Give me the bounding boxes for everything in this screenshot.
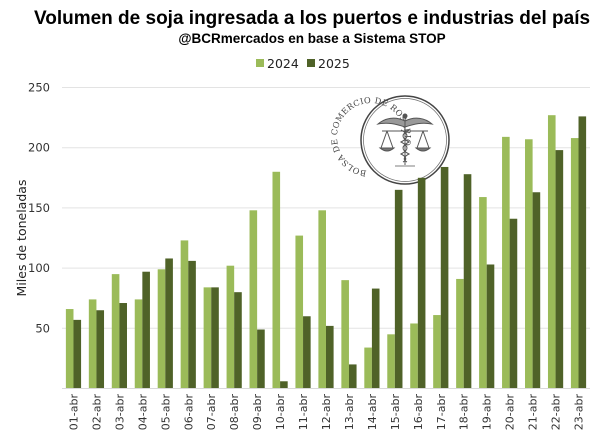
legend-label-2024: 2024 [267, 56, 299, 71]
bar-2025-16-abr [417, 177, 426, 389]
bar-2025-22-abr [555, 150, 564, 389]
y-tick-label: 200 [28, 141, 50, 155]
bar-2025-08-abr [234, 292, 242, 389]
x-tick-label: 23-abr [573, 394, 586, 431]
x-tick-label: 20-abr [504, 394, 517, 431]
bar-2024-04-abr [134, 299, 143, 389]
x-tick-label: 22-abr [550, 394, 563, 431]
bar-2024-05-abr [157, 269, 166, 389]
x-tick-label: 13-abr [343, 394, 356, 431]
x-tick-label: 09-abr [251, 394, 264, 431]
legend: 2024 2025 [256, 56, 350, 71]
bar-2024-16-abr [410, 323, 418, 389]
bar-2024-10-abr [272, 171, 281, 389]
x-tick-label: 16-abr [412, 394, 425, 431]
bar-2024-22-abr [547, 115, 556, 389]
bar-2025-01-abr [73, 319, 82, 389]
x-tick-label: 15-abr [389, 394, 402, 431]
bar-2024-09-abr [249, 210, 258, 389]
y-tick-label: 50 [35, 321, 50, 335]
legend-swatch-2025 [307, 59, 315, 67]
y-tick-label: 150 [28, 201, 50, 215]
bar-2024-15-abr [387, 334, 395, 389]
bar-2025-13-abr [348, 364, 357, 389]
bar-2025-11-abr [303, 316, 311, 389]
bar-2025-10-abr [280, 381, 288, 389]
bar-2025-02-abr [96, 310, 105, 389]
bar-2024-20-abr [502, 136, 510, 389]
x-tick-label: 19-abr [481, 394, 494, 431]
x-tick-label: 06-abr [182, 394, 195, 431]
bar-2025-20-abr [509, 218, 518, 389]
bar-2025-03-abr [119, 303, 127, 389]
bcr-seal-watermark: BOLSA DE COMERCIO DE ROSARIO [329, 95, 450, 185]
bar-2024-07-abr [203, 287, 212, 389]
legend-item-2024[interactable]: 2024 [256, 56, 299, 71]
x-tick-label: 21-abr [527, 394, 540, 431]
x-tick-label: 18-abr [458, 394, 471, 431]
bar-2024-23-abr [570, 138, 579, 389]
bar-2024-03-abr [111, 274, 120, 389]
x-tick-label: 08-abr [228, 394, 241, 431]
bar-2024-21-abr [525, 139, 533, 389]
x-tick-label: 14-abr [366, 394, 379, 431]
x-tick-label: 11-abr [297, 394, 310, 431]
bar-2025-05-abr [165, 258, 173, 389]
bars [65, 115, 587, 389]
bar-2025-09-abr [257, 329, 265, 389]
y-axis-ticks: 50 100 150 200 250 [28, 81, 50, 336]
x-tick-label: 05-abr [159, 394, 172, 431]
legend-label-2025: 2025 [318, 56, 350, 71]
bar-2024-06-abr [180, 240, 189, 389]
y-tick-label: 100 [28, 261, 50, 275]
x-tick-label: 02-abr [90, 394, 103, 431]
x-tick-label: 17-abr [435, 394, 448, 431]
bar-2024-13-abr [341, 280, 349, 389]
bar-2024-19-abr [479, 197, 487, 389]
bar-2024-14-abr [364, 347, 372, 389]
bar-2024-08-abr [226, 265, 235, 389]
bar-2024-17-abr [433, 315, 441, 389]
x-tick-label: 01-abr [67, 394, 80, 431]
bar-2024-12-abr [318, 210, 326, 389]
x-tick-label: 12-abr [320, 394, 333, 431]
bar-2025-17-abr [440, 166, 449, 389]
bar-2025-04-abr [142, 271, 150, 389]
bar-2025-21-abr [532, 192, 541, 389]
chart-subtitle: @BCRmercados en base a Sistema STOP [178, 31, 445, 46]
caduceus-scales-icon [376, 113, 434, 167]
bar-2025-18-abr [463, 174, 472, 389]
bar-2025-15-abr [394, 189, 403, 389]
bar-2025-07-abr [211, 287, 219, 389]
x-tick-label: 10-abr [274, 394, 287, 431]
y-axis-label: Miles de toneladas [14, 180, 29, 297]
bar-2025-06-abr [188, 260, 196, 389]
gridlines [62, 87, 590, 329]
bar-2025-19-abr [486, 264, 495, 389]
bar-2024-01-abr [65, 309, 74, 389]
bar-2024-18-abr [456, 278, 464, 389]
bar-2025-12-abr [326, 325, 334, 389]
bar-2024-11-abr [295, 235, 304, 389]
bar-2024-02-abr [88, 299, 97, 389]
legend-item-2025[interactable]: 2025 [307, 56, 350, 71]
legend-swatch-2024 [256, 59, 264, 67]
x-tick-label: 07-abr [205, 394, 218, 431]
x-tick-label: 04-abr [136, 394, 149, 431]
y-tick-label: 250 [28, 81, 50, 95]
bar-2025-14-abr [371, 288, 380, 389]
x-axis-ticks: 01-abr 02-abr 03-abr 04-abr 05-abr 06-abr 07-a… [67, 394, 585, 431]
chart-title: Volumen de soja ingresada a los puertos … [34, 8, 590, 29]
bar-2025-23-abr [578, 116, 587, 389]
x-tick-label: 03-abr [113, 394, 126, 431]
